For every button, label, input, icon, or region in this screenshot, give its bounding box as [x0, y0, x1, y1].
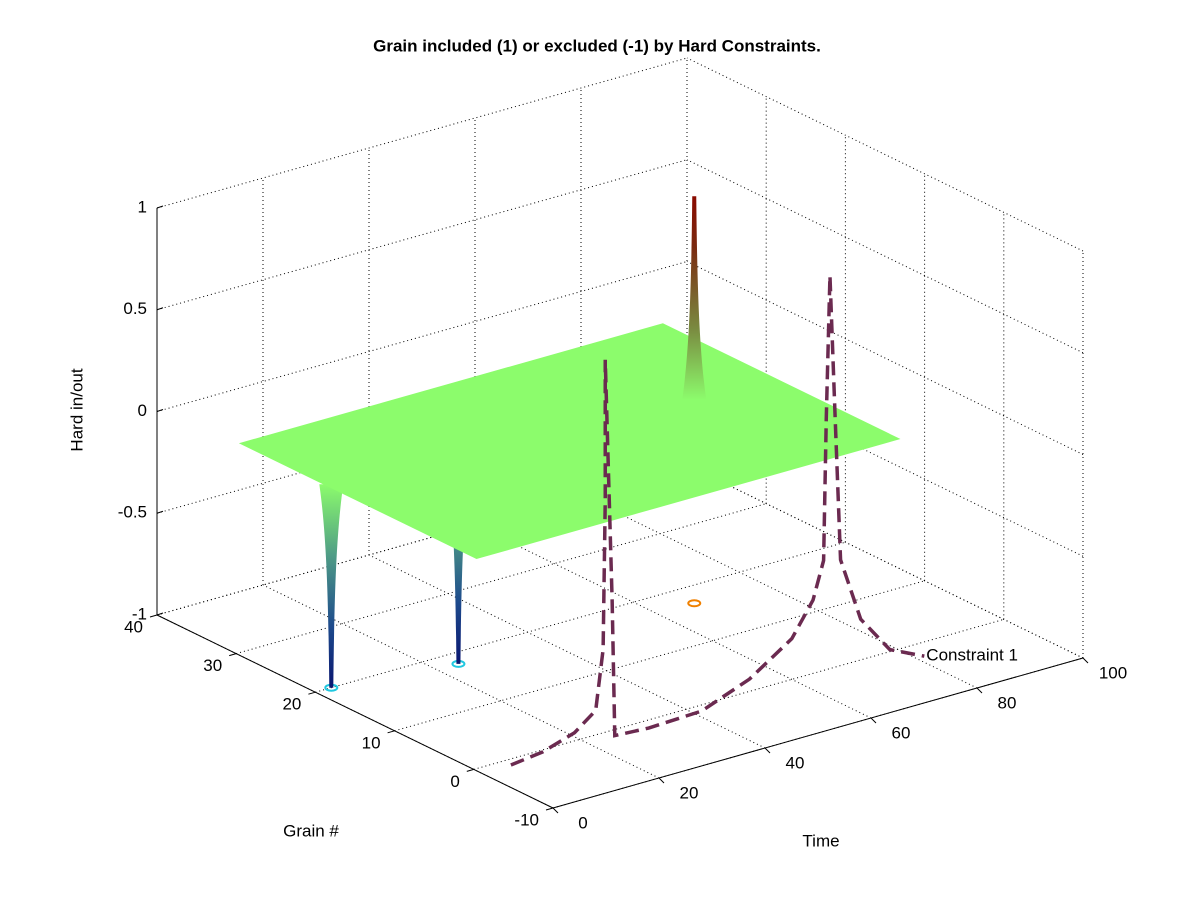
chart-title: Grain included (1) or excluded (-1) by H…	[373, 36, 821, 55]
tick-mark	[658, 777, 665, 784]
x-tick-label: 80	[998, 693, 1017, 712]
tick-mark	[764, 747, 771, 754]
tick-mark	[149, 614, 158, 618]
tick-mark	[976, 687, 983, 694]
tick-mark	[229, 653, 237, 657]
y-tick-label: -10	[514, 810, 539, 829]
grid-line	[686, 159, 1084, 354]
surface-plane	[238, 323, 901, 560]
x-tick-label: 40	[786, 753, 805, 772]
floor-contour	[687, 599, 702, 608]
grid-line	[686, 57, 1084, 252]
grid-line	[262, 584, 660, 779]
z-tick-label: 0	[138, 401, 147, 420]
grid-line	[368, 554, 766, 749]
grid-line	[156, 57, 688, 209]
tick-mark	[545, 807, 554, 811]
grid-line	[686, 261, 1084, 455]
z-axis-label: Hard in/out	[67, 368, 86, 451]
tick-mark	[552, 807, 559, 814]
tick-mark	[870, 717, 877, 724]
x-tick-label: 60	[892, 723, 911, 742]
spike	[682, 196, 707, 400]
grid-line	[686, 362, 1084, 557]
y-axis	[156, 614, 554, 809]
tick-mark	[308, 691, 316, 695]
series-label: Constraint 1	[926, 646, 1018, 665]
y-axis-label: Grain #	[283, 821, 339, 840]
y-tick-label: 20	[282, 695, 301, 714]
grid-line	[580, 494, 978, 689]
x-tick-label: 0	[578, 813, 587, 832]
tick-mark	[387, 730, 395, 734]
spike	[319, 484, 344, 688]
x-axis-label: Time	[802, 831, 839, 850]
tick-mark	[466, 768, 474, 772]
x-tick-label: 100	[1099, 663, 1127, 682]
y-tick-label: 10	[362, 733, 381, 752]
grid-line	[315, 541, 846, 693]
tick-mark	[1082, 657, 1089, 664]
z-tick-label: -1	[132, 604, 147, 623]
tick-mark	[156, 205, 164, 209]
y-tick-label: 30	[203, 656, 222, 675]
tick-mark	[156, 409, 164, 412]
constraint-line	[510, 275, 925, 767]
x-axis	[552, 657, 1084, 809]
z-tick-label: 1	[138, 197, 147, 216]
x-tick-label: 20	[680, 783, 699, 802]
grid-line	[394, 580, 925, 732]
tick-mark	[156, 612, 164, 616]
grid-line	[156, 159, 688, 311]
tick-mark	[156, 307, 164, 311]
z-tick-label: -0.5	[118, 503, 147, 522]
y-tick-label: 0	[450, 772, 459, 791]
grid-line	[686, 464, 1084, 659]
tick-mark	[156, 510, 164, 514]
z-tick-label: 0.5	[123, 299, 147, 318]
y-tick-label: 40	[124, 617, 143, 636]
grid-line	[474, 524, 872, 719]
